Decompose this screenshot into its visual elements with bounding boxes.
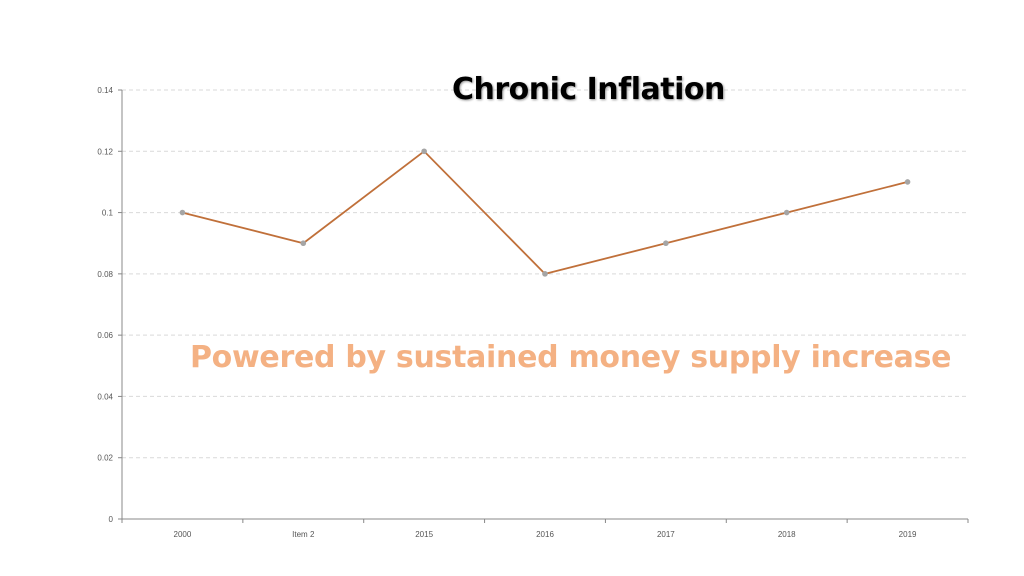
y-tick-label: 0.08	[97, 270, 113, 279]
data-point	[663, 240, 669, 247]
annotation-text: Powered by sustained money supply increa…	[190, 340, 952, 375]
x-tick-label: Item 2	[292, 530, 315, 539]
y-tick-label: 0.1	[102, 209, 114, 218]
data-point	[179, 209, 186, 216]
data-point	[300, 240, 307, 247]
data-point	[421, 148, 427, 155]
y-tick-label: 0	[109, 515, 114, 524]
data-point	[783, 209, 790, 216]
y-tick-label: 0.06	[97, 331, 113, 340]
y-tick-label: 0.14	[97, 86, 113, 95]
y-tick-label: 0.12	[97, 147, 113, 156]
x-tick-label: 2016	[536, 530, 554, 539]
x-tick-label: 2000	[174, 530, 192, 539]
chart-title: Chronic Inflation	[452, 72, 725, 107]
x-tick-label: 2015	[415, 530, 433, 539]
y-tick-label: 0.02	[97, 454, 113, 463]
x-tick-label: 2019	[899, 530, 917, 539]
data-point	[904, 179, 911, 185]
x-tick-label: 2018	[778, 530, 796, 539]
data-point	[542, 271, 548, 277]
x-tick-label: 2017	[657, 530, 675, 539]
y-tick-label: 0.04	[97, 392, 113, 401]
